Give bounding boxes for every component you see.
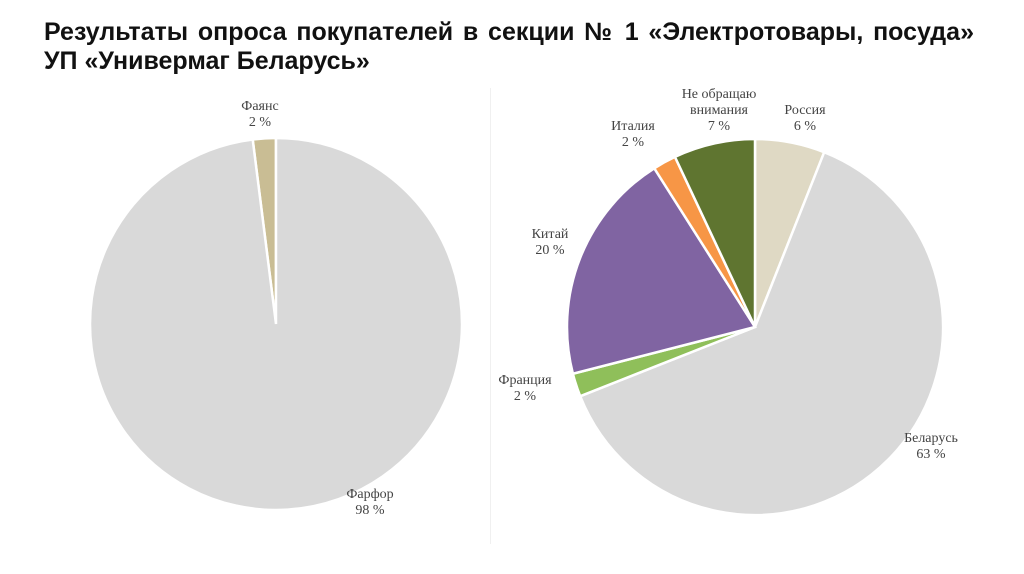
slice-value-belarus: 63 % bbox=[916, 447, 946, 462]
slice-value-porcelain: 98 % bbox=[355, 503, 385, 518]
slice-value-china: 20 % bbox=[535, 243, 565, 258]
slice-value-italy: 2 % bbox=[622, 135, 645, 150]
pie-slice-belarus bbox=[578, 150, 945, 517]
slide-title: Результаты опроса покупателей в секции №… bbox=[44, 18, 974, 75]
slice-category-faience: Фаянс bbox=[241, 99, 278, 114]
slice-category-no-attention-1: Не обращаю bbox=[682, 87, 757, 102]
slice-category-italy: Италия bbox=[611, 119, 655, 134]
slice-value-faience: 2 % bbox=[249, 115, 272, 130]
slice-category-no-attention-2: внимания bbox=[690, 103, 749, 118]
pie-slice-no-attention bbox=[673, 137, 757, 328]
pie-slice-porcelain bbox=[88, 136, 464, 512]
slice-category-china: Китай bbox=[532, 227, 569, 242]
slice-category-france: Франция bbox=[498, 373, 552, 388]
origin-pie-chart: Россия 6 % Беларусь 63 % Франция 2 % Китай 20 %… bbox=[495, 82, 1005, 544]
slice-value-no-attention: 7 % bbox=[708, 119, 731, 134]
pie-slice-china bbox=[565, 166, 757, 376]
slice-value-russia: 6 % bbox=[794, 119, 817, 134]
slice-category-belarus: Беларусь bbox=[904, 431, 958, 446]
slice-category-porcelain: Фарфор bbox=[346, 487, 393, 502]
slice-value-france: 2 % bbox=[514, 389, 537, 404]
materials-pie-chart: Фаянс 2 % Фарфор 98 % bbox=[60, 88, 491, 544]
slice-category-russia: Россия bbox=[784, 103, 826, 118]
